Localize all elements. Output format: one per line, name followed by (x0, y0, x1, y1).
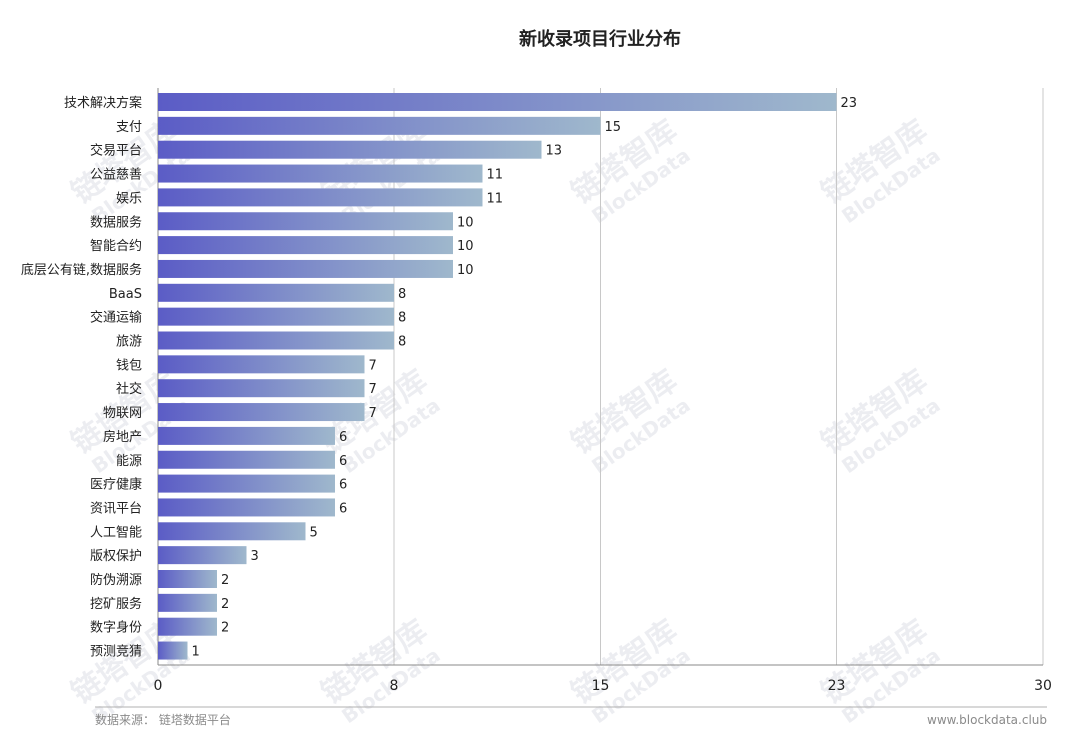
x-tick-label: 8 (390, 678, 399, 694)
grid-lines (157, 88, 1044, 666)
bar (158, 617, 217, 636)
category-label: 数据服务 (90, 214, 142, 230)
category-label: 交通运输 (90, 310, 142, 326)
value-label: 8 (398, 311, 406, 326)
value-label: 10 (457, 263, 474, 278)
category-label: 预测竞猜 (90, 644, 142, 660)
category-label: 版权保护 (90, 548, 142, 564)
category-label: 公益慈善 (90, 167, 142, 183)
bar (158, 307, 394, 326)
category-label: 人工智能 (90, 525, 142, 540)
category-label: 数字身份 (90, 620, 142, 636)
category-label: 防伪溯源 (90, 572, 142, 588)
bar (158, 498, 335, 517)
bar (158, 188, 483, 207)
category-label: 技术解决方案 (64, 95, 142, 111)
x-axis-ticks: 0 8 15 23 30 (154, 678, 1052, 694)
category-label: 房地产 (103, 429, 142, 445)
bar (158, 546, 247, 565)
bar (158, 283, 394, 302)
category-label: 物联网 (103, 406, 142, 421)
category-label: 医疗健康 (90, 477, 142, 493)
bar (158, 236, 453, 255)
value-labels: 23 15 13 11 11 10 10 10 8 8 8 7 7 7 6 6 6 6 5 3 2 2 2 1 (192, 96, 858, 660)
category-label: 钱包 (116, 358, 142, 373)
value-label: 6 (339, 430, 347, 445)
x-tick-label: 23 (828, 678, 846, 694)
value-label: 5 (310, 525, 318, 540)
x-tick-label: 0 (154, 678, 163, 694)
category-label: 智能合约 (90, 239, 142, 254)
bar (158, 355, 365, 374)
value-label: 7 (369, 382, 377, 397)
bar (158, 379, 365, 398)
bar (158, 331, 394, 350)
value-label: 6 (339, 478, 347, 493)
value-label: 3 (251, 549, 259, 564)
category-label: 娱乐 (116, 191, 142, 206)
bar (158, 593, 217, 612)
value-label: 1 (192, 645, 200, 660)
bar (158, 450, 335, 469)
category-label: 旅游 (116, 335, 142, 350)
bar (158, 116, 601, 135)
bar (158, 474, 335, 493)
value-label: 13 (546, 144, 563, 159)
value-label: 11 (487, 168, 504, 183)
footer-source: 数据来源： 链塔数据平台 (95, 712, 231, 727)
bar (158, 403, 365, 422)
value-label: 8 (398, 335, 406, 350)
category-label: 挖矿服务 (90, 596, 142, 612)
value-label: 2 (221, 597, 229, 612)
value-label: 10 (457, 239, 474, 254)
x-tick-label: 15 (592, 678, 610, 694)
bar (158, 426, 335, 445)
category-label: 能源 (116, 454, 142, 469)
value-label: 10 (457, 215, 474, 230)
value-label: 2 (221, 573, 229, 588)
bar (158, 641, 188, 660)
category-label: BaaS (109, 287, 142, 302)
bar (158, 259, 453, 278)
bar (158, 522, 306, 541)
bar (158, 570, 217, 588)
value-label: 7 (369, 406, 377, 421)
footer-website: www.blockdata.club (927, 713, 1047, 727)
bar (158, 164, 483, 183)
value-label: 23 (841, 96, 858, 111)
value-label: 6 (339, 454, 347, 469)
category-label: 底层公有链,数据服务 (21, 262, 142, 278)
bar (158, 212, 453, 231)
value-label: 7 (369, 358, 377, 373)
value-label: 2 (221, 621, 229, 636)
category-label: 交易平台 (90, 143, 142, 159)
category-label: 社交 (116, 381, 142, 397)
x-tick-label: 30 (1034, 678, 1052, 694)
chart-title: 新收录项目行业分布 (519, 28, 681, 50)
category-label: 资讯平台 (90, 501, 142, 516)
value-label: 6 (339, 501, 347, 516)
category-label: 支付 (116, 120, 142, 135)
bars (158, 93, 837, 660)
bar (158, 93, 837, 111)
value-label: 8 (398, 287, 406, 302)
value-label: 15 (605, 120, 622, 135)
bar (158, 140, 542, 159)
value-label: 11 (487, 191, 504, 206)
